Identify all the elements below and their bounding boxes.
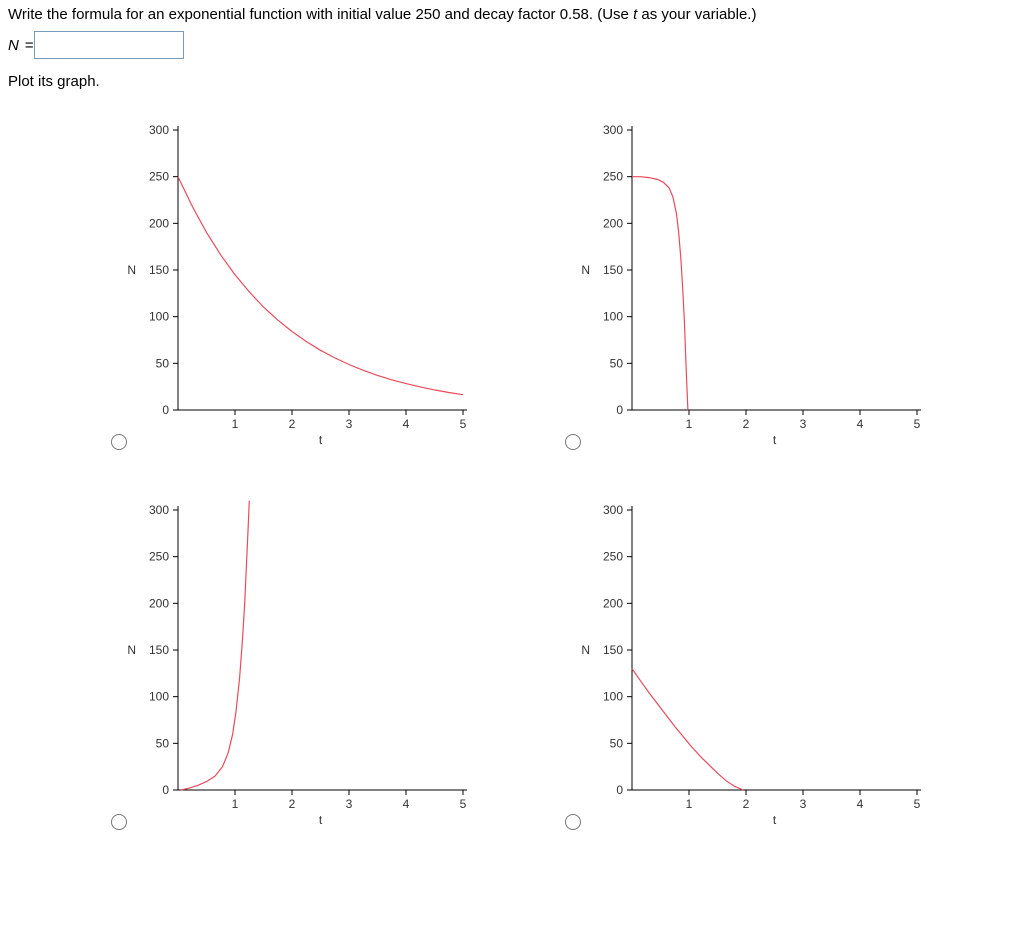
lhs-label: N: [8, 37, 19, 54]
x-tick-label: 2: [289, 797, 296, 811]
x-tick-label: 5: [914, 417, 921, 431]
x-tick-label: 3: [346, 417, 353, 431]
radio-wrap: [560, 811, 584, 834]
x-axis-label: t: [773, 433, 777, 447]
x-tick-label: 3: [800, 417, 807, 431]
x-axis-label: t: [773, 813, 777, 827]
chart-option: 0 50 100 150 200 250 300 1 2 3 4 5 Nt: [108, 500, 542, 830]
y-tick-label: 100: [603, 310, 623, 324]
y-tick-label: 100: [603, 690, 623, 704]
y-tick-label: 150: [603, 263, 623, 277]
radio-wrap: [106, 811, 130, 834]
y-tick-label: 250: [149, 170, 169, 184]
x-tick-label: 1: [686, 417, 693, 431]
y-axis-label: N: [581, 643, 590, 657]
y-tick-label: 200: [149, 216, 169, 230]
y-tick-label: 300: [149, 503, 169, 517]
x-tick-label: 1: [686, 797, 693, 811]
y-tick-label: 250: [603, 170, 623, 184]
x-tick-label: 3: [800, 797, 807, 811]
x-tick-label: 2: [743, 417, 750, 431]
chart-option: 0 50 100 150 200 250 300 1 2 3 4 5 Nt: [562, 500, 996, 830]
x-axis-label: t: [319, 813, 323, 827]
chart-a: 0 50 100 150 200 250 300 1 2 3 4 5 Nt: [108, 120, 478, 450]
x-tick-label: 3: [346, 797, 353, 811]
y-tick-label: 100: [149, 310, 169, 324]
x-tick-label: 1: [232, 417, 239, 431]
x-tick-label: 2: [743, 797, 750, 811]
y-tick-label: 0: [162, 783, 169, 797]
option-a-radio[interactable]: [111, 434, 127, 450]
chart-c: 0 50 100 150 200 250 300 1 2 3 4 5 Nt: [108, 500, 478, 830]
answer-row: N =: [8, 31, 1016, 59]
x-tick-label: 5: [460, 797, 467, 811]
y-tick-label: 0: [162, 403, 169, 417]
y-tick-label: 150: [149, 263, 169, 277]
x-tick-label: 4: [857, 797, 864, 811]
equals-label: =: [25, 37, 34, 54]
y-tick-label: 150: [603, 643, 623, 657]
charts-grid: 05010015020025030012345Nt050100150200250…: [8, 120, 1016, 830]
radio-wrap: [106, 431, 130, 454]
y-tick-label: 200: [603, 216, 623, 230]
curve: [178, 177, 463, 395]
y-tick-label: 300: [603, 503, 623, 517]
chart-b: 0 50 100 150 200 250 300 1 2 3 4 5 Nt: [562, 120, 932, 450]
y-axis-label: N: [127, 263, 136, 277]
option-d-radio[interactable]: [565, 814, 581, 830]
question-prompt: Write the formula for an exponential fun…: [8, 6, 1016, 23]
chart-option: 0 50 100 150 200 250 300 1 2 3 4 5 Nt: [562, 120, 996, 450]
y-axis-label: N: [581, 263, 590, 277]
x-axis-label: t: [319, 433, 323, 447]
y-tick-label: 0: [616, 403, 623, 417]
curve: [632, 669, 743, 790]
chart-option: 0 50 100 150 200 250 300 1 2 3 4 5 Nt: [108, 120, 542, 450]
y-tick-label: 50: [610, 356, 624, 370]
y-tick-label: 0: [616, 783, 623, 797]
x-tick-label: 4: [403, 417, 410, 431]
answer-input[interactable]: [34, 31, 184, 59]
option-b-radio[interactable]: [565, 434, 581, 450]
chart-d: 0 50 100 150 200 250 300 1 2 3 4 5 Nt: [562, 500, 932, 830]
curve: [181, 501, 250, 790]
curve: [632, 177, 688, 410]
y-tick-label: 200: [149, 596, 169, 610]
prompt-prefix: Write the formula for an exponential fun…: [8, 6, 633, 23]
radio-wrap: [560, 431, 584, 454]
y-tick-label: 100: [149, 690, 169, 704]
y-tick-label: 300: [603, 123, 623, 137]
y-tick-label: 50: [156, 356, 170, 370]
plot-subprompt: Plot its graph.: [8, 73, 1016, 90]
y-tick-label: 300: [149, 123, 169, 137]
x-tick-label: 4: [857, 417, 864, 431]
y-tick-label: 150: [149, 643, 169, 657]
option-c-radio[interactable]: [111, 814, 127, 830]
x-tick-label: 1: [232, 797, 239, 811]
y-tick-label: 50: [610, 736, 624, 750]
x-tick-label: 5: [914, 797, 921, 811]
y-tick-label: 200: [603, 596, 623, 610]
x-tick-label: 4: [403, 797, 410, 811]
x-tick-label: 5: [460, 417, 467, 431]
y-axis-label: N: [127, 643, 136, 657]
x-tick-label: 2: [289, 417, 296, 431]
y-tick-label: 250: [149, 550, 169, 564]
y-tick-label: 50: [156, 736, 170, 750]
y-tick-label: 250: [603, 550, 623, 564]
prompt-suffix: as your variable.): [637, 6, 756, 23]
